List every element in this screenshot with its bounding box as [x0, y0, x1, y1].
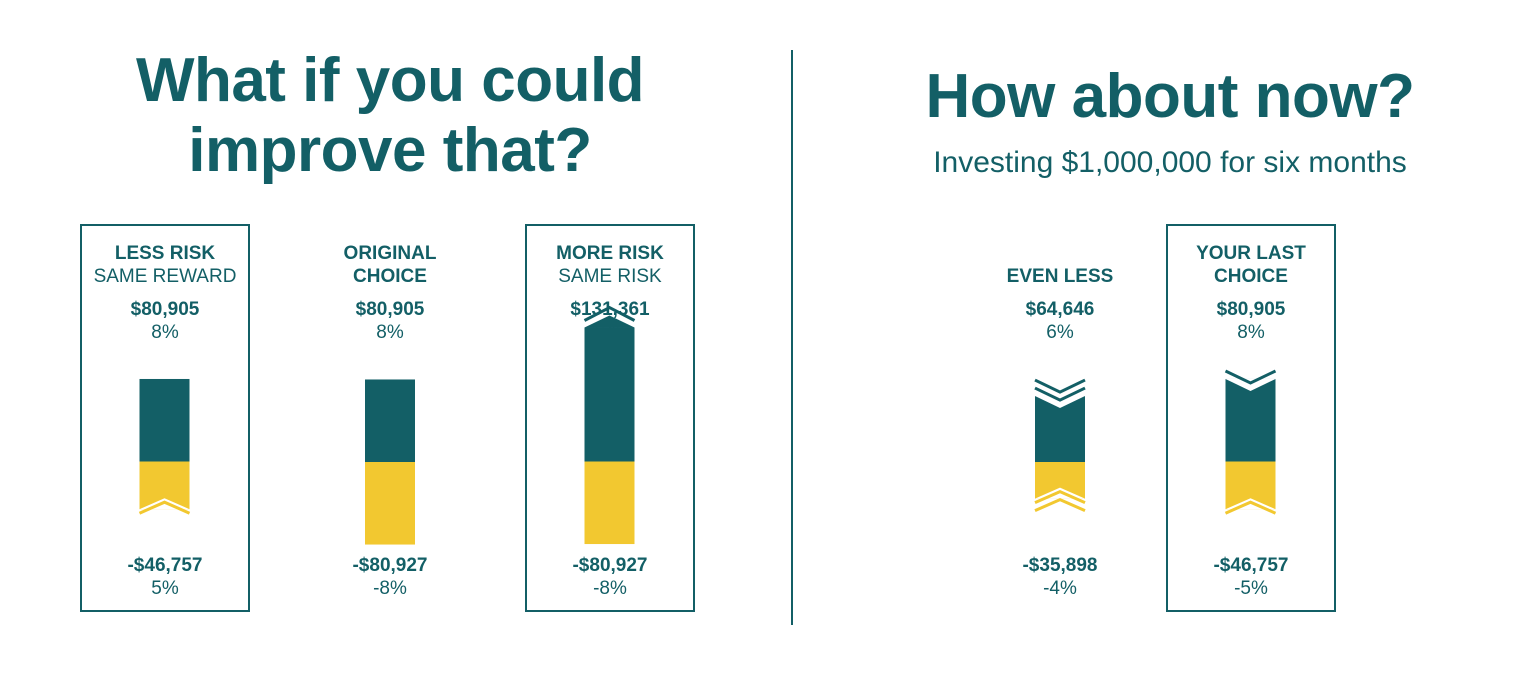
up-chevron-icon	[583, 305, 636, 322]
loss-value: -$80,927	[572, 554, 648, 576]
loss-value: -$46,757	[1213, 554, 1289, 576]
bar-4	[1034, 378, 1086, 512]
up-chevron-icon	[1034, 497, 1086, 512]
scenario-label: YOUR LAST CHOICE	[1196, 242, 1306, 287]
up-chevron-icon	[584, 315, 635, 328]
scenario-sublabel: SAME REWARD	[93, 265, 237, 287]
loss-percent: -8%	[593, 577, 627, 599]
right-title: How about now?	[925, 62, 1415, 131]
scenario-label: EVEN LESS	[1006, 266, 1114, 287]
left-title-line2: improve that?	[188, 116, 592, 185]
down-chevron-icon	[1224, 369, 1277, 385]
gain-value: $64,646	[1025, 299, 1095, 320]
loss-value: -$35,898	[1022, 555, 1098, 576]
down-chevron-icon	[1034, 378, 1086, 394]
loss-percent: -4%	[1043, 578, 1077, 599]
loss-bar	[584, 461, 635, 545]
up-chevron-icon	[1034, 489, 1086, 504]
up-chevron-icon	[138, 500, 191, 515]
gain-value: $80,905	[1216, 298, 1286, 320]
loss-value: -$46,757	[127, 554, 203, 576]
gain-bar	[139, 378, 190, 462]
gain-value: $80,905	[130, 298, 200, 320]
scenario-card-4: EVEN LESS $64,646 6% -$35,898 -4%	[975, 224, 1145, 612]
loss-percent: -8%	[373, 578, 407, 599]
loss-bar	[365, 462, 415, 545]
gain-bar	[1225, 378, 1276, 462]
scenario-sublabel: SAME RISK	[558, 265, 662, 287]
down-chevron-icon	[1034, 386, 1086, 402]
down-chevron-icon	[1225, 378, 1276, 391]
gain-bar	[365, 379, 415, 462]
gain-percent: 6%	[1046, 322, 1074, 343]
gain-value: $80,905	[355, 299, 425, 320]
scenario-label: MORE RISK	[556, 242, 664, 264]
gain-percent: 8%	[376, 322, 404, 343]
down-chevron-icon	[1035, 396, 1085, 409]
left-title-line1: What if you could	[135, 46, 645, 115]
gain-percent: 8%	[151, 321, 179, 343]
gain-bar	[584, 327, 635, 462]
scenario-card-5: YOUR LAST CHOICE $80,905 8% -$46,757 -5%	[1166, 224, 1336, 612]
scenario-label: ORIGINAL CHOICE	[343, 243, 437, 287]
up-chevron-icon	[1224, 500, 1277, 515]
loss-percent: 5%	[151, 577, 179, 599]
bar-3	[583, 305, 636, 545]
section-divider	[791, 50, 793, 625]
bar-1	[138, 378, 191, 515]
bar-2	[365, 379, 415, 545]
left-title: What if you could improve that?	[60, 46, 720, 186]
right-subtitle: Investing $1,000,000 for six months	[933, 146, 1407, 179]
bar-5	[1224, 369, 1277, 515]
scenario-card-2: ORIGINAL CHOICE $80,905 8% -$80,927 -8%	[305, 224, 475, 612]
loss-percent: -5%	[1234, 577, 1268, 599]
scenario-label: LESS RISK	[114, 242, 216, 264]
loss-value: -$80,927	[352, 555, 428, 576]
scenario-card-1: LESS RISK SAME REWARD $80,905 8% -$46,757 5%	[80, 224, 250, 612]
gain-percent: 8%	[1237, 321, 1265, 343]
